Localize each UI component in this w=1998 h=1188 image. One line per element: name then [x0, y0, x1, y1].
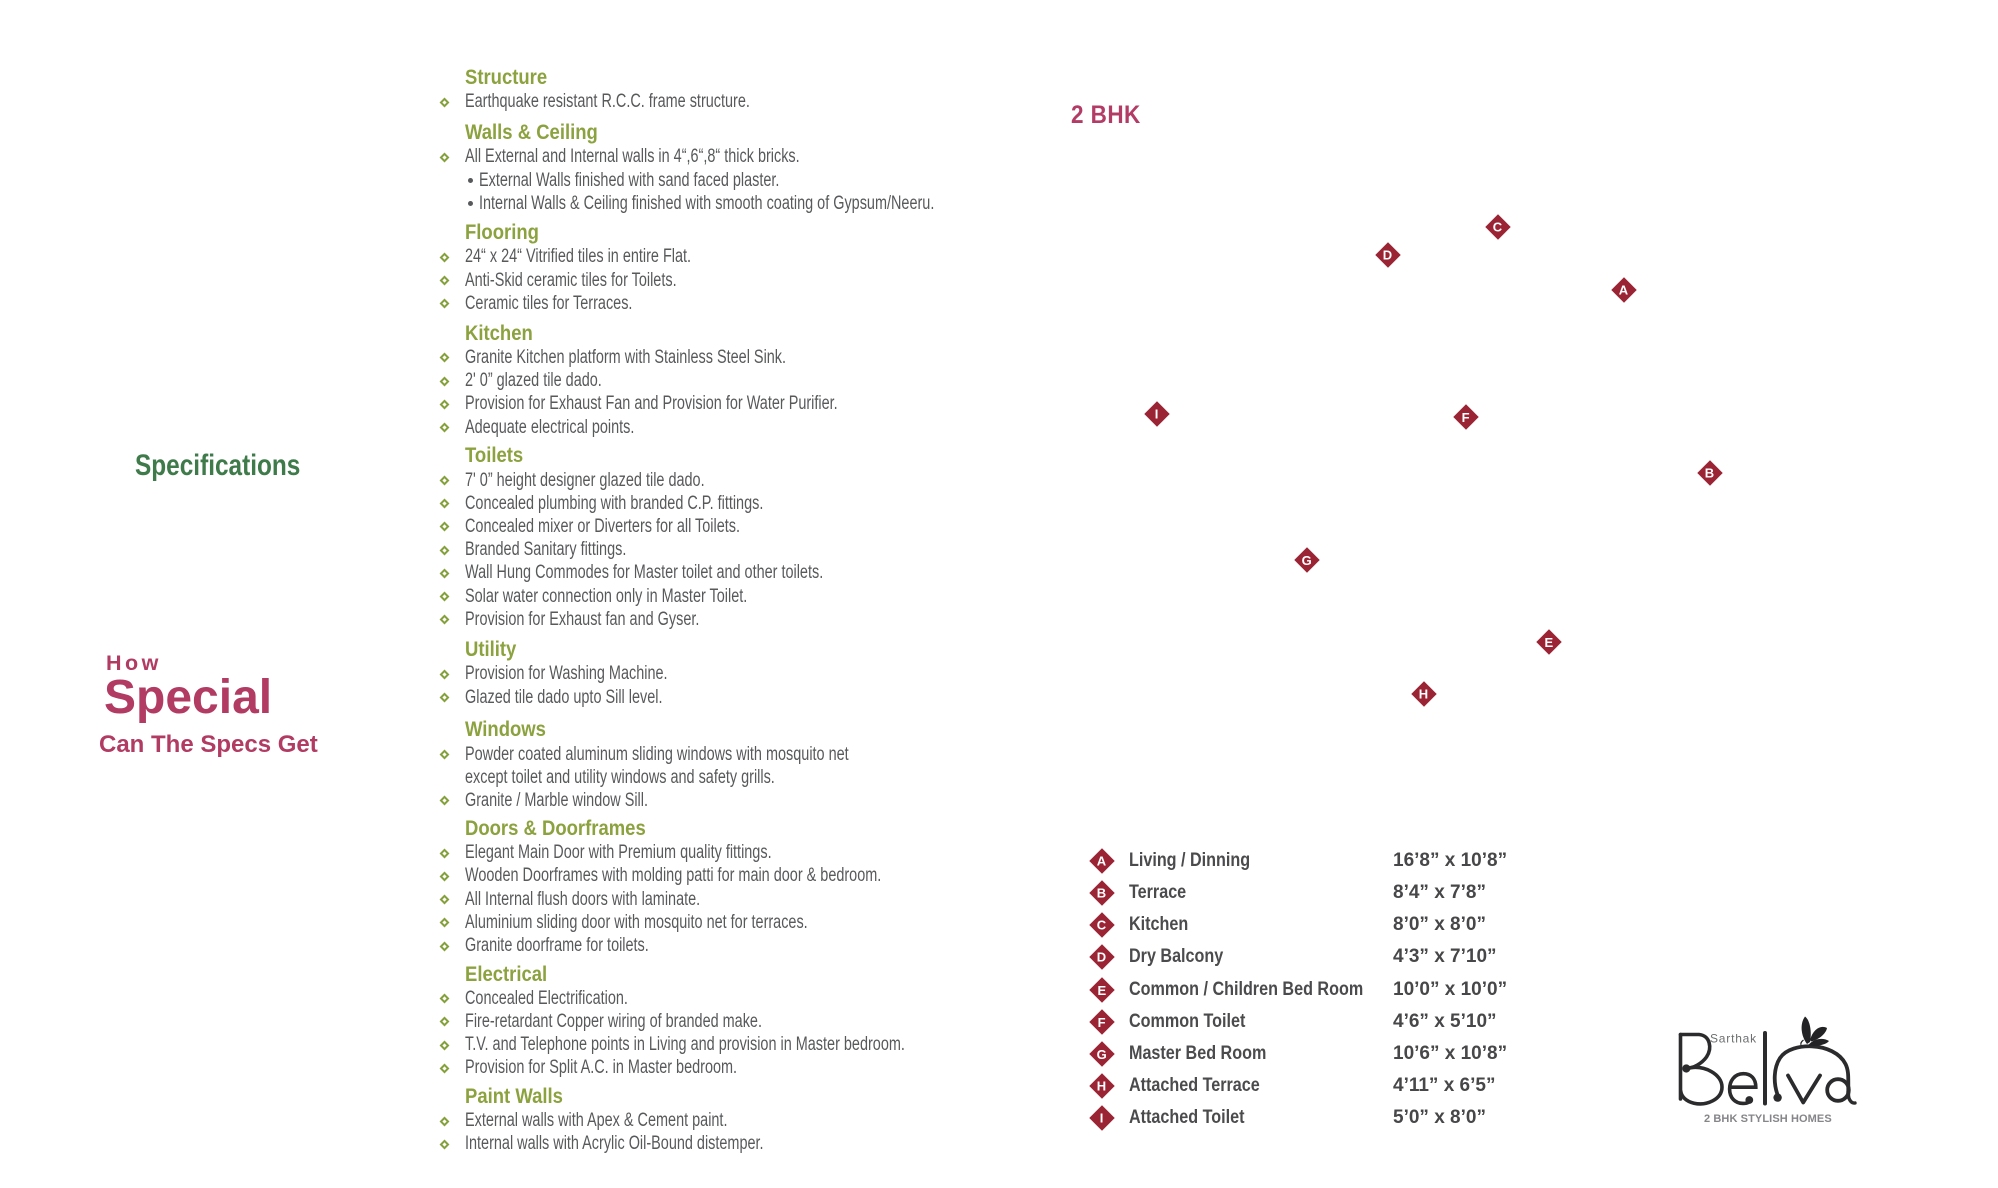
svg-text:2 BHK STYLISH HOMES: 2 BHK STYLISH HOMES: [1704, 1113, 1832, 1125]
svg-text:Sarthak: Sarthak: [1710, 1032, 1757, 1046]
